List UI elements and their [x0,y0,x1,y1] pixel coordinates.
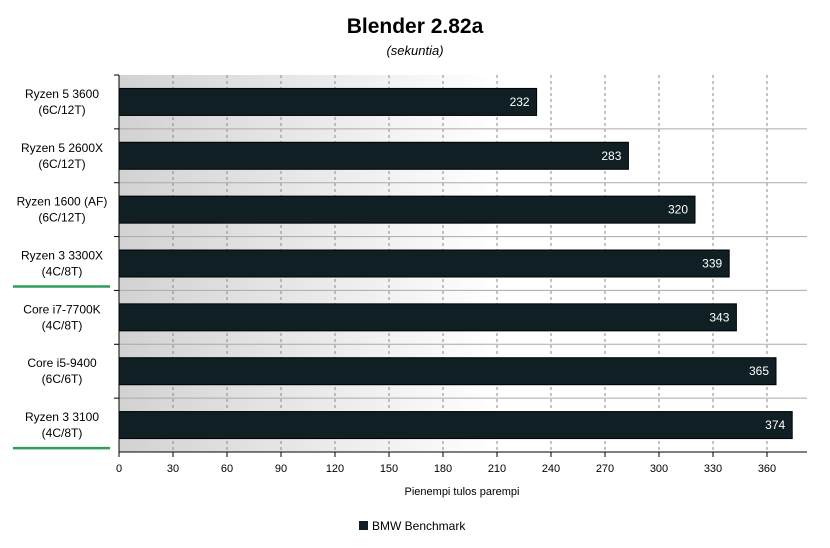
x-tick-label-240: 240 [542,463,560,475]
category-label-4: Core i7-7700K [23,302,100,316]
category-label-0: Ryzen 5 3600 [25,87,99,101]
category-label-1: Ryzen 5 2600X [21,141,103,155]
value-label-4: 343 [709,310,729,324]
category-label-3: Ryzen 3 3300X [21,249,103,263]
x-tick-label-210: 210 [488,463,506,475]
axes: 0 30 60 90 120 150 180 210 240 270 300 330 360 [114,74,807,475]
bar-2 [118,195,696,224]
x-tick-label-300: 300 [650,463,668,475]
x-tick-label-120: 120 [326,463,344,475]
chart-subtitle: (sekuntia) [386,43,443,58]
x-tick-label-30: 30 [167,463,179,475]
x-tick-label-0: 0 [116,463,122,475]
chart-title: Blender 2.82a [347,15,484,38]
value-label-1: 283 [601,149,621,163]
x-tick-label-270: 270 [596,463,614,475]
bar-6 [118,411,793,440]
category-sublabel-2: (6C/12T) [38,211,85,225]
x-tick-label-90: 90 [275,463,287,475]
category-sublabel-5: (6C/6T) [42,372,83,386]
value-label-3: 339 [702,257,722,271]
value-label-2: 320 [668,203,688,217]
x-axis-title: Pienempi tulos parempi [405,486,520,498]
value-label-6: 374 [765,418,785,432]
x-tick-label-330: 330 [704,463,722,475]
x-tick-label-180: 180 [434,463,452,475]
category-label-2: Ryzen 1600 (AF) [17,195,108,209]
category-label-5: Core i5-9400 [27,356,97,370]
bar-3 [118,249,730,278]
x-tick-label-360: 360 [758,463,776,475]
category-label-6: Ryzen 3 3100 [25,410,99,424]
category-sublabel-6: (4C/8T) [42,426,83,440]
category-labels: Ryzen 5 3600 (6C/12T) Ryzen 5 2600X (6C/12T… [13,87,110,450]
category-sublabel-4: (4C/8T) [42,318,83,332]
category-sublabel-3: (4C/8T) [42,265,83,279]
value-label-5: 365 [749,364,769,378]
legend-label: BMW Benchmark [372,519,466,533]
bar-1 [118,141,629,170]
bar-0 [118,87,538,116]
value-label-0: 232 [510,95,530,109]
legend: BMW Benchmark [359,519,466,533]
legend-swatch [359,521,368,530]
bar-4 [118,303,737,332]
x-tick-label-60: 60 [221,463,233,475]
bar-5 [118,357,777,386]
category-sublabel-1: (6C/12T) [38,157,85,171]
x-tick-label-150: 150 [380,463,398,475]
category-sublabel-0: (6C/12T) [38,103,85,117]
